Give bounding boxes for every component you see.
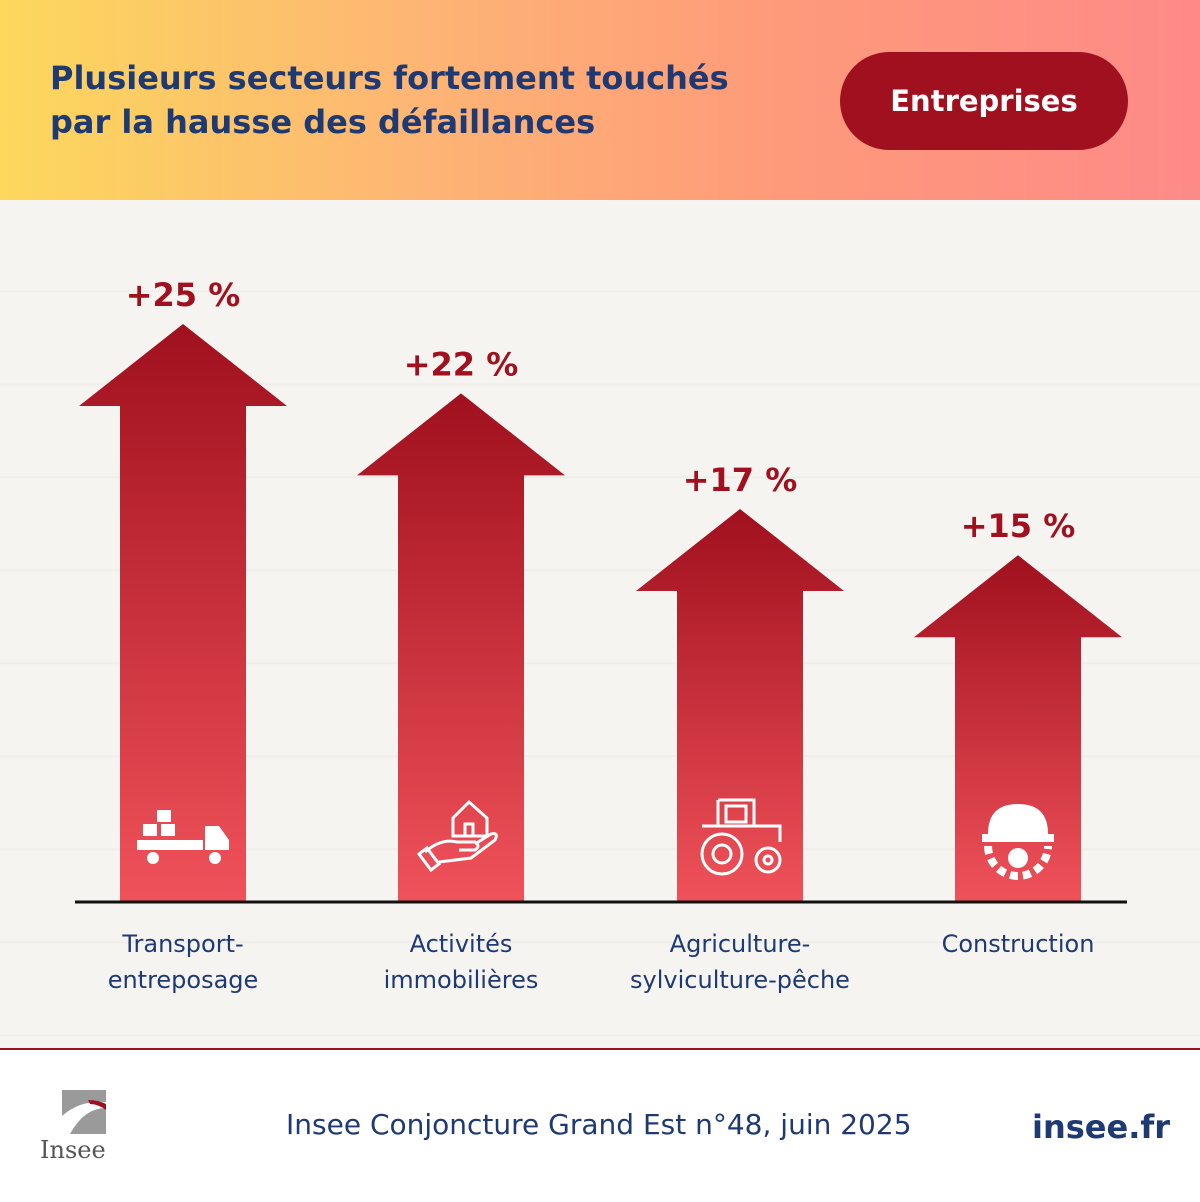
arrow-bar-4 xyxy=(914,555,1122,902)
website-link[interactable]: insee.fr xyxy=(1032,1108,1171,1146)
arrow-bar-2 xyxy=(357,393,565,902)
source-citation: Insee Conjoncture Grand Est n°48, juin 2… xyxy=(286,1108,912,1141)
title-line-1: Plusieurs secteurs fortement touchés xyxy=(50,59,729,97)
category-label-1: Transport-entreposage xyxy=(108,930,259,994)
delivery-truck-icon xyxy=(137,810,229,864)
category-badge: Entreprises xyxy=(840,52,1128,150)
arrow-bar-3 xyxy=(636,508,844,902)
title-line-2: par la hausse des défaillances xyxy=(50,103,596,141)
arrow-chart: +25 % Transport-entreposage +22 % Activités… xyxy=(75,276,1127,994)
category-label-2: Activités immobilières xyxy=(384,930,539,994)
insee-logo-text: Insee xyxy=(40,1136,106,1164)
tractor-icon xyxy=(700,798,782,876)
value-label-3: +17 % xyxy=(683,461,798,499)
value-label-1: +25 % xyxy=(126,276,241,314)
header-banner: Plusieurs secteurs fortement touchés par… xyxy=(0,0,1200,200)
footer: Insee Insee Conjoncture Grand Est n°48, … xyxy=(0,1048,1200,1202)
category-label-4: Construction xyxy=(942,930,1095,958)
chart-area: +25 % Transport-entreposage +22 % Activités… xyxy=(0,200,1200,1048)
insee-logo: Insee xyxy=(40,1090,112,1170)
insee-logo-mark xyxy=(62,1090,106,1134)
category-label-3: Agriculture-sylviculture-pêche xyxy=(630,930,850,994)
arrow-bar-1 xyxy=(79,324,287,902)
hard-hat-gear-icon xyxy=(982,804,1054,880)
value-label-2: +22 % xyxy=(404,345,519,383)
value-label-4: +15 % xyxy=(961,507,1076,545)
page-title: Plusieurs secteurs fortement touchés par… xyxy=(50,56,810,144)
house-in-hand-icon xyxy=(416,799,498,873)
